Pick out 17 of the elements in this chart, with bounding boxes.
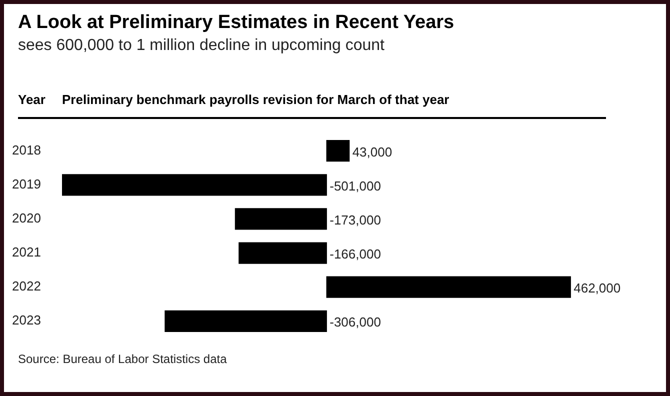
y-tick-label: 2023 xyxy=(12,312,41,328)
data-label: -306,000 xyxy=(330,314,381,330)
data-label: -501,000 xyxy=(330,178,381,194)
source-note: Source: Bureau of Labor Statistics data xyxy=(18,352,227,366)
data-label: 462,000 xyxy=(574,280,621,296)
x-axis-title: Preliminary benchmark payrolls revision for March of that year xyxy=(62,92,450,107)
y-tick-label: 2022 xyxy=(12,278,41,294)
data-label: 43,000 xyxy=(352,144,392,160)
y-tick-label: 2019 xyxy=(12,176,41,192)
chart-title: A Look at Preliminary Estimates in Recent Years xyxy=(18,12,454,34)
data-label: -166,000 xyxy=(330,246,381,262)
y-tick-label: 2018 xyxy=(12,142,41,158)
data-label: -173,000 xyxy=(330,212,381,228)
y-tick-label: 2021 xyxy=(12,244,41,260)
chart-subtitle: sees 600,000 to 1 million decline in upcoming count xyxy=(18,37,384,55)
y-axis-title: Year xyxy=(18,92,46,107)
y-tick-label: 2020 xyxy=(12,210,41,226)
